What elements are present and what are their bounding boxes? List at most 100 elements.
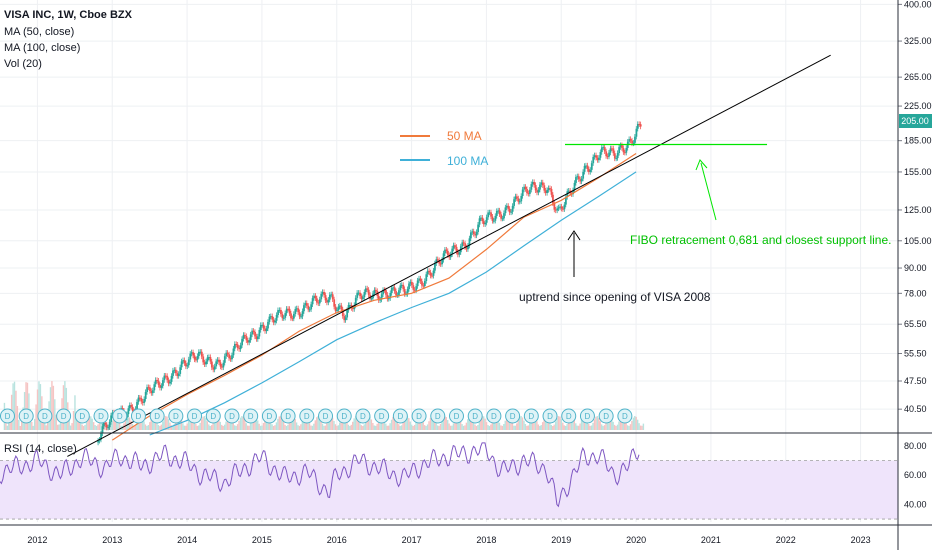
volume-bar: [31, 421, 33, 430]
dividend-marker: D: [18, 408, 34, 424]
candle-body: [419, 278, 422, 282]
volume-bar: [295, 422, 298, 430]
candle-body: [455, 246, 458, 252]
volume-bar: [605, 422, 607, 430]
volume-bar: [287, 424, 289, 430]
candle-body: [295, 308, 298, 310]
volume-bar: [236, 424, 239, 430]
volume-bar: [389, 423, 391, 430]
volume-bar: [642, 423, 645, 430]
volume-bar: [421, 418, 423, 430]
volume-bar: [193, 420, 196, 430]
y-tick-label: 400.00: [904, 0, 932, 9]
volume-bar: [33, 418, 36, 430]
indicator-vol-label[interactable]: Vol (20): [4, 58, 42, 70]
dividend-marker: D: [130, 408, 146, 424]
candle-body: [210, 361, 213, 368]
x-tick-label: 2019: [551, 535, 571, 545]
dividend-letter: D: [622, 412, 628, 421]
volume-bar: [52, 385, 55, 430]
volume-bar: [323, 425, 325, 430]
volume-bar: [634, 416, 636, 430]
volume-bar: [490, 424, 492, 430]
volume-bar: [524, 423, 527, 430]
dividend-letter: D: [510, 412, 516, 421]
volume-bar: [206, 421, 209, 430]
volume-bar: [366, 417, 368, 430]
volume-bar: [507, 416, 509, 430]
candle-body: [108, 421, 111, 428]
candle-body: [255, 336, 258, 340]
candle-body: [193, 355, 196, 360]
candle-body: [451, 248, 454, 255]
volume-bar: [46, 416, 49, 430]
indicator-ma50-label[interactable]: MA (50, close): [4, 26, 74, 38]
volume-bar: [510, 419, 512, 430]
volume-bar: [162, 421, 164, 430]
dividend-marker: D: [392, 408, 408, 424]
candle-body: [462, 242, 465, 244]
volume-bar: [470, 416, 472, 430]
dividend-letter: D: [229, 412, 235, 421]
volume-bar: [255, 417, 257, 430]
candle-body: [110, 415, 113, 422]
candle-body: [203, 362, 206, 365]
candle-body: [285, 308, 288, 314]
candle-body: [385, 290, 387, 295]
dividend-circle: [299, 408, 315, 424]
volume-bar: [376, 423, 378, 430]
dividend-marker: D: [598, 408, 614, 424]
candle-body: [212, 367, 215, 370]
dividend-circle: [56, 408, 72, 424]
candle-body: [334, 306, 337, 312]
candle-body: [349, 305, 351, 307]
volume-bar: [485, 422, 488, 430]
volume-bar: [182, 423, 184, 430]
dividend-marker: D: [243, 408, 259, 424]
candle-body: [380, 294, 383, 300]
candle-body: [146, 387, 149, 393]
volume-bar: [465, 422, 468, 430]
volume-bar: [429, 417, 432, 430]
candle-body: [264, 328, 267, 332]
candle-body: [291, 318, 294, 320]
volume-bar: [425, 425, 427, 430]
volume-bar: [154, 418, 157, 430]
volume-bar: [111, 420, 114, 430]
volume-bar: [602, 425, 604, 430]
candle-body: [454, 245, 456, 247]
price-candles: [97, 121, 642, 446]
volume-bar: [203, 416, 206, 430]
dividend-letter: D: [472, 412, 478, 421]
candle-body: [344, 317, 347, 321]
volume-bar: [62, 385, 65, 430]
dividend-letter: D: [323, 412, 329, 421]
volume-bar: [115, 417, 118, 430]
volume-bar: [398, 424, 400, 430]
volume-bar: [559, 416, 561, 430]
rsi-title[interactable]: RSI (14, close): [4, 443, 77, 455]
volume-bar: [540, 425, 542, 430]
moving-averages: [111, 152, 637, 441]
volume-bar: [434, 419, 436, 430]
y-tick-label: 265.00: [904, 72, 932, 82]
volume-bar: [615, 425, 617, 430]
volume-bar: [195, 423, 197, 430]
volume-bar: [590, 425, 593, 430]
indicator-ma100-label[interactable]: MA (100, close): [4, 42, 80, 54]
dividend-marker: D: [542, 408, 558, 424]
x-tick-label: 2020: [626, 535, 646, 545]
dividend-letter: D: [454, 412, 460, 421]
volume-bar: [88, 416, 91, 430]
volume-bar: [583, 416, 586, 430]
candle-body: [205, 361, 208, 365]
dividend-circle: [0, 408, 15, 424]
candle-body: [206, 357, 209, 362]
volume-bar: [196, 425, 198, 430]
volume-bar: [544, 416, 547, 430]
volume-bar: [367, 416, 370, 430]
volume-bar: [92, 422, 95, 430]
volume-bar: [472, 421, 475, 430]
volume-bar: [608, 416, 610, 430]
